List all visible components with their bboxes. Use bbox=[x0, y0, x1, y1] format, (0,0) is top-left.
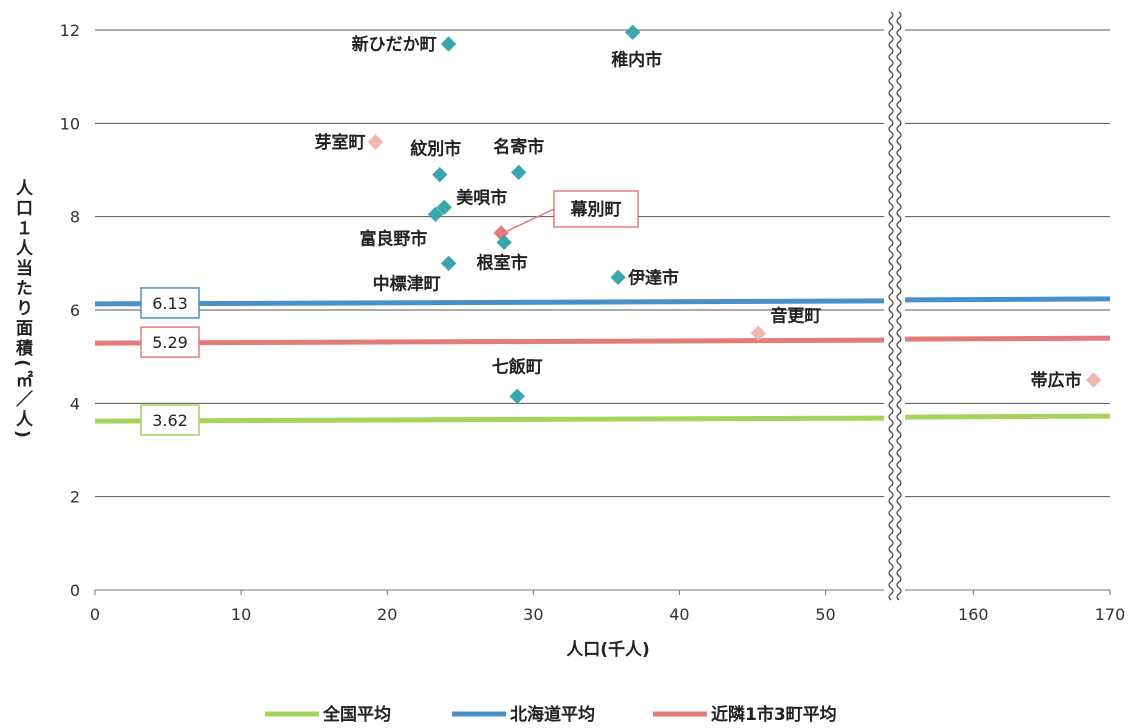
data-point bbox=[750, 325, 767, 342]
y-tick-label: 6 bbox=[70, 301, 80, 320]
data-point-label: 紋別市 bbox=[410, 139, 461, 160]
reference-line bbox=[94, 298, 885, 307]
reference-line bbox=[94, 337, 885, 346]
data-point bbox=[509, 388, 525, 405]
data-point bbox=[440, 36, 457, 52]
y-tick-label: 0 bbox=[70, 581, 80, 600]
x-tick-label: 50 bbox=[815, 605, 835, 624]
data-point bbox=[436, 199, 452, 216]
y-tick-label: 8 bbox=[70, 208, 80, 227]
x-tick-label: 20 bbox=[377, 605, 397, 624]
legend-label: 全国平均 bbox=[322, 704, 391, 725]
data-point-label: 美唄市 bbox=[456, 187, 507, 208]
y-tick-label: 12 bbox=[60, 21, 80, 40]
data-point bbox=[624, 24, 641, 41]
x-tick-label: 160 bbox=[958, 605, 989, 624]
data-point-label: 伊達市 bbox=[627, 267, 679, 288]
y-axis-title: 人口１人当たり面積(㎡／人) bbox=[12, 179, 33, 441]
reference-value-label: 3.62 bbox=[152, 411, 188, 430]
data-point-label: 帯広市 bbox=[1031, 370, 1082, 391]
data-point-label: 中標津町 bbox=[373, 273, 441, 294]
data-point bbox=[610, 269, 626, 286]
data-point-label: 芽室町 bbox=[315, 132, 366, 153]
data-point-label: 富良野市 bbox=[359, 228, 427, 249]
data-point-label: 音更町 bbox=[770, 305, 821, 326]
reference-value-label: 6.13 bbox=[152, 294, 188, 313]
data-point bbox=[1085, 372, 1102, 388]
data-point bbox=[367, 134, 384, 150]
data-point bbox=[440, 255, 457, 272]
axis-break-line bbox=[888, 11, 894, 601]
data-point bbox=[427, 206, 444, 223]
y-tick-label: 4 bbox=[70, 394, 80, 413]
data-label-box bbox=[553, 190, 639, 228]
reference-line bbox=[904, 335, 1111, 342]
reference-value-box bbox=[140, 287, 200, 319]
data-point-label: 根室市 bbox=[477, 252, 528, 273]
reference-value-box bbox=[140, 326, 200, 358]
data-point-label: 幕別町 bbox=[570, 199, 622, 220]
x-tick-label: 170 bbox=[1095, 605, 1126, 624]
data-point-label: 稚内市 bbox=[611, 49, 662, 70]
legend-label: 北海道平均 bbox=[510, 704, 595, 725]
y-tick-label: 10 bbox=[60, 114, 80, 133]
legend-label: 近隣1市3町平均 bbox=[711, 704, 837, 725]
data-point-label: 新ひだか町 bbox=[352, 34, 437, 55]
x-tick-label: 30 bbox=[523, 605, 543, 624]
data-point-label: 七飯町 bbox=[492, 356, 543, 377]
data-point bbox=[432, 166, 448, 183]
reference-line bbox=[904, 413, 1111, 420]
label-leader-line bbox=[506, 208, 555, 232]
data-point bbox=[511, 164, 527, 181]
x-tick-label: 10 bbox=[231, 605, 251, 624]
y-tick-label: 2 bbox=[70, 488, 80, 507]
reference-line bbox=[94, 415, 885, 424]
x-axis-title: 人口(千人) bbox=[566, 640, 650, 660]
axis-break-line bbox=[896, 11, 902, 601]
x-tick-label: 0 bbox=[90, 605, 100, 624]
data-point bbox=[496, 234, 512, 251]
reference-line bbox=[904, 296, 1111, 303]
data-point-label: 名寄市 bbox=[493, 136, 544, 157]
x-tick-label: 40 bbox=[669, 605, 689, 624]
reference-value-box bbox=[140, 404, 200, 436]
reference-value-label: 5.29 bbox=[152, 333, 188, 352]
